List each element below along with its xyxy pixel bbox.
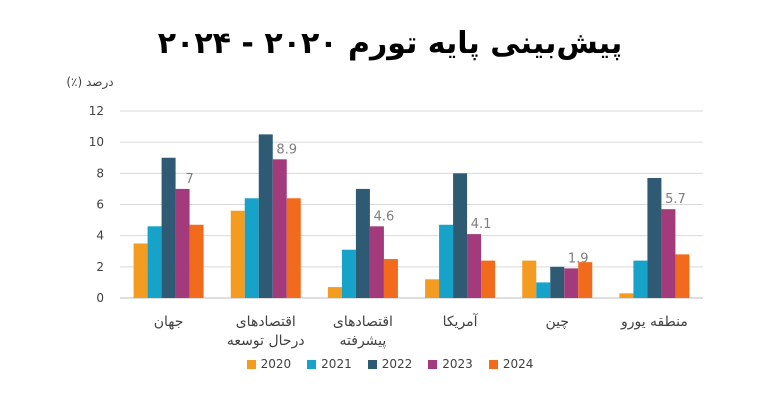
bar-2023 (564, 268, 579, 298)
x-category-label: جهان (154, 314, 184, 330)
legend-item-2020: 2020 (246, 357, 292, 371)
x-category-label: اقتصادهای (236, 314, 296, 330)
bar-2023 (175, 188, 190, 298)
bar-2023 (661, 209, 676, 298)
bar-2021 (147, 226, 162, 298)
legend-swatch (367, 359, 377, 369)
x-category-label: اقتصادهای (333, 314, 393, 330)
bar-2024 (675, 254, 690, 298)
legend-item-2021: 2021 (307, 357, 352, 371)
bar-2020 (230, 210, 245, 298)
chart-legend: 2020 2021 2022 2023 2024 (0, 357, 780, 371)
y-axis-label: درصد (٪) (66, 75, 113, 90)
bar-2021 (439, 224, 454, 298)
bar-2024 (383, 259, 398, 298)
bar-2024 (578, 262, 593, 298)
y-tick-label: 8 (96, 166, 104, 180)
x-category-label: پیشرفته (340, 333, 387, 349)
legend-label: 2021 (321, 357, 352, 371)
legend-swatch (246, 359, 256, 369)
bar-2023 (467, 234, 482, 298)
legend-item-2022: 2022 (367, 357, 413, 371)
legend-label: 2023 (442, 357, 473, 371)
data-label: 4.6 (374, 209, 395, 224)
legend-swatch (307, 359, 317, 369)
bar-2022 (550, 266, 565, 298)
bar-2021 (244, 198, 259, 298)
legend-item-2023: 2023 (428, 357, 473, 371)
legend-label: 2024 (502, 357, 534, 371)
bar-2024 (189, 224, 204, 298)
data-label: 8.9 (276, 142, 297, 157)
bar-2022 (161, 157, 176, 298)
bar-2020 (327, 287, 342, 298)
bar-2023 (369, 226, 384, 298)
x-category-label: درحال توسعه (227, 333, 305, 349)
data-label: 4.1 (471, 217, 492, 232)
bar-2024 (481, 260, 496, 298)
bar-2021 (633, 260, 648, 298)
bar-2022 (258, 134, 273, 298)
bar-2022 (453, 173, 468, 298)
legend-swatch (488, 359, 498, 369)
data-label: 7 (185, 172, 193, 187)
data-label: 5.7 (665, 192, 686, 207)
y-tick-label: 10 (89, 135, 104, 149)
legend-swatch (428, 359, 438, 369)
legend-item-2024: 2024 (488, 357, 534, 371)
bar-2020 (522, 260, 537, 298)
y-tick-label: 2 (96, 260, 104, 274)
chart-title: پیش‌بینی پایه تورم ۲۰۲۰ - ۲۰۲۴ (157, 26, 623, 61)
bar-2022 (647, 178, 662, 298)
y-tick-label: 0 (96, 291, 104, 305)
legend-label: 2020 (260, 357, 292, 371)
bar-2020 (133, 243, 148, 298)
x-category-label: چین (545, 314, 569, 330)
bar-2020 (425, 279, 440, 298)
bar-2020 (619, 293, 634, 298)
bar-2023 (272, 159, 287, 298)
y-tick-label: 4 (96, 229, 104, 243)
y-tick-label: 12 (89, 104, 104, 118)
y-tick-label: 6 (96, 198, 104, 212)
bar-2022 (355, 188, 370, 298)
x-category-label: آمریکا (443, 313, 479, 330)
x-category-label: منطقه یورو (620, 314, 688, 330)
bar-2021 (341, 249, 356, 298)
bar-2024 (286, 198, 301, 298)
bar-2021 (536, 282, 551, 298)
legend-label: 2022 (381, 357, 413, 371)
